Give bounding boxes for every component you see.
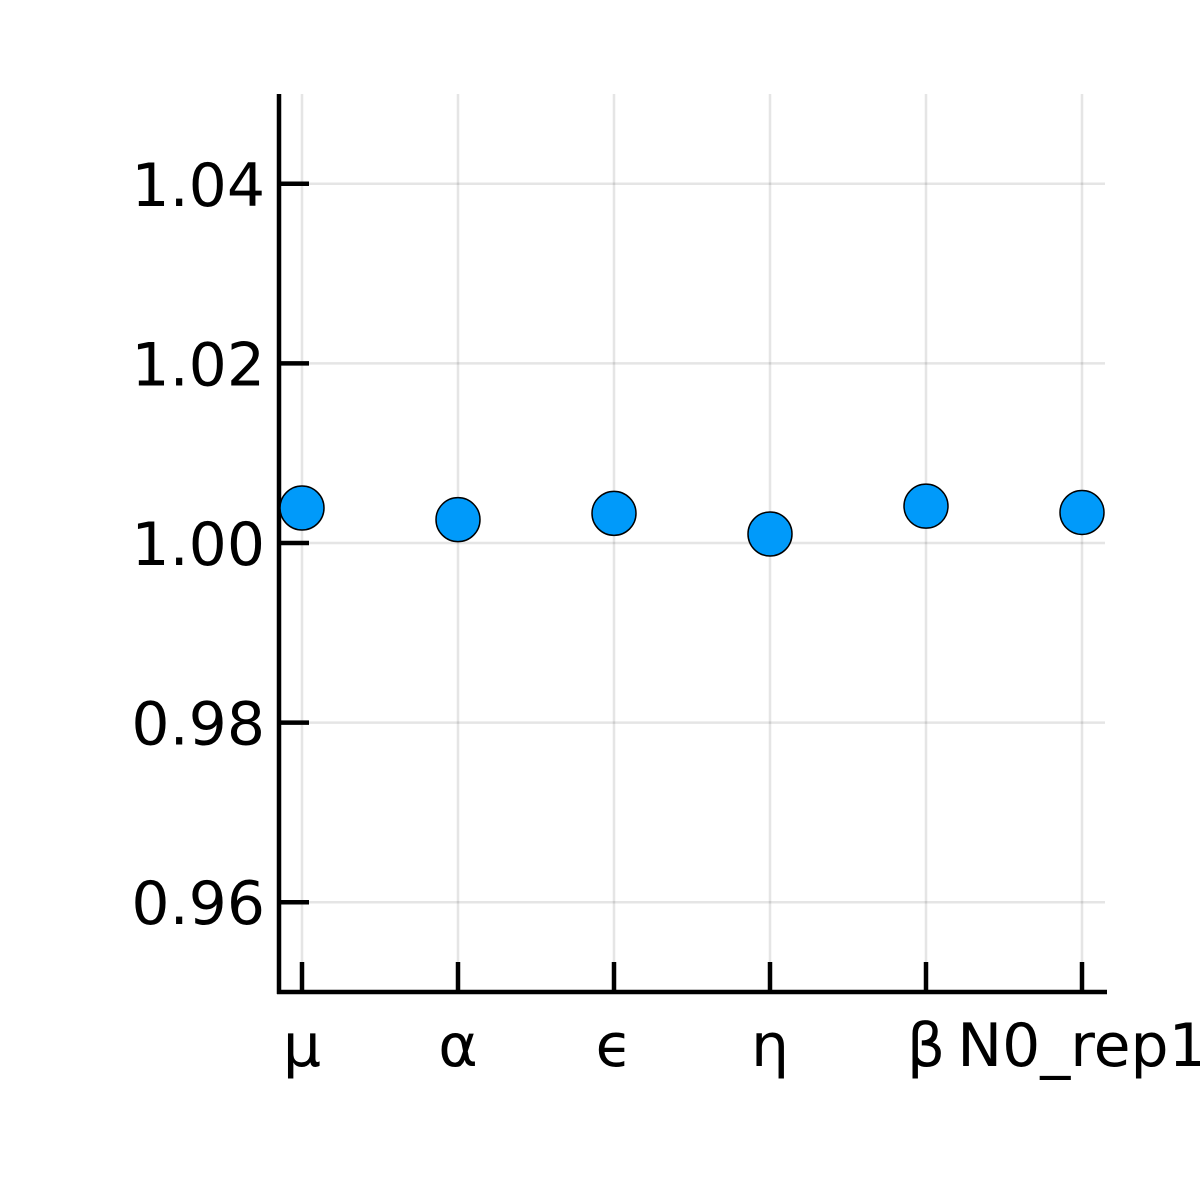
data-point bbox=[1059, 489, 1105, 536]
x-tick-label: N0_rep1 bbox=[957, 1011, 1200, 1081]
data-point bbox=[903, 483, 949, 529]
x-tick-label: η bbox=[751, 1011, 789, 1081]
x-tick-label: ϵ bbox=[596, 1011, 633, 1081]
grid-layer bbox=[279, 94, 1105, 992]
y-tick-label: 0.98 bbox=[131, 690, 265, 760]
x-tick-label: μ bbox=[283, 1011, 321, 1081]
x-tick-label: α bbox=[438, 1011, 478, 1081]
data-point bbox=[279, 485, 325, 531]
data-point bbox=[747, 511, 793, 557]
y-tick-label: 0.96 bbox=[131, 869, 265, 939]
y-tick-label: 1.00 bbox=[131, 510, 265, 580]
point-layer bbox=[279, 483, 1105, 557]
x-tick-label: β bbox=[907, 1011, 945, 1081]
data-point bbox=[591, 490, 637, 537]
y-tick-label: 1.04 bbox=[131, 151, 265, 221]
data-point bbox=[435, 496, 481, 543]
axis-layer bbox=[276, 94, 1107, 995]
y-tick-label: 1.02 bbox=[131, 330, 265, 400]
tick-label-layer: 0.96 0.98 1.00 1.02 1.04 μ α ϵ η β N0_rep1 bbox=[131, 151, 1200, 1081]
